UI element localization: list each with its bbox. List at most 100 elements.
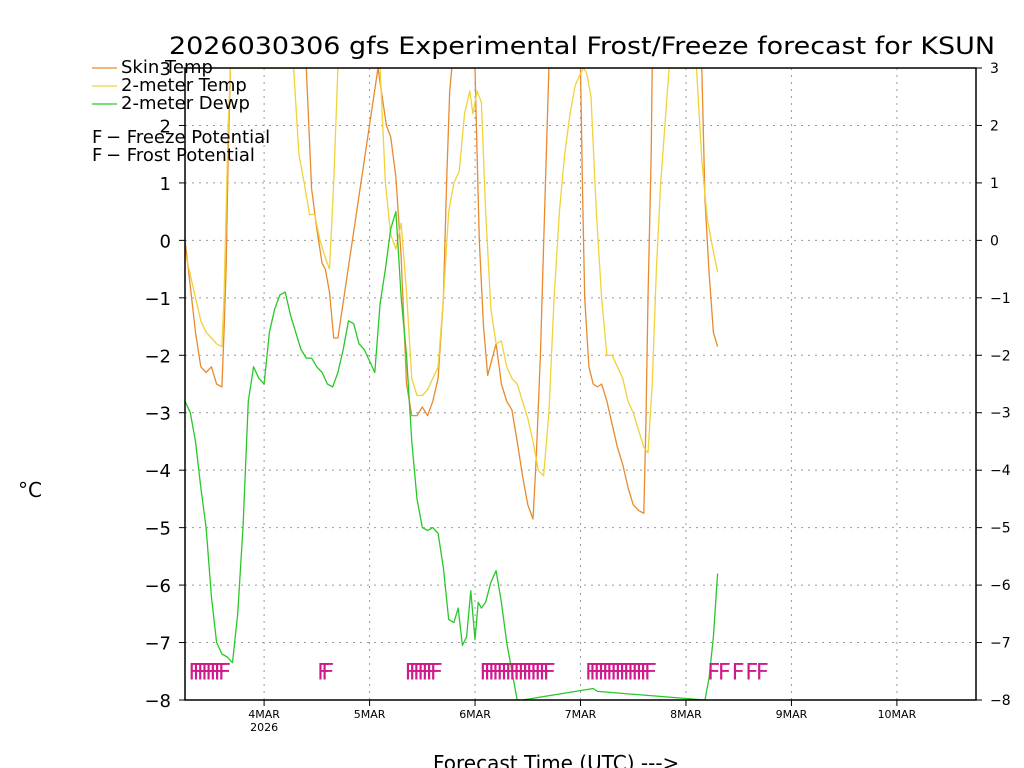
freeze-marker: F (534, 660, 547, 685)
y-tick-label-right: −1 (990, 291, 1011, 307)
y-tick-label-right: 3 (990, 61, 999, 77)
y-tick-label-left: −7 (144, 634, 171, 655)
chart-title: 2026030306 gfs Experimental Frost/Freeze… (169, 32, 995, 60)
freeze-marker: F (756, 660, 769, 685)
freeze-marker: F (538, 660, 551, 685)
freeze-marker: F (425, 660, 438, 685)
freeze-marker: F (627, 660, 640, 685)
y-tick-label-right: −8 (990, 693, 1011, 709)
freeze-marker: F (606, 660, 619, 685)
y-tick-label-left: −3 (144, 404, 171, 425)
y-tick-label-right: −4 (990, 463, 1011, 479)
x-tick-label: 7MAR (565, 708, 597, 721)
marker-legend-label: − Freeze Potential (106, 127, 270, 148)
freeze-marker: F (409, 660, 422, 685)
freeze-marker: F (745, 660, 758, 685)
freeze-marker: F (526, 660, 539, 685)
freeze-marker: F (492, 660, 505, 685)
y-tick-label-left: −8 (144, 691, 171, 712)
freeze-marker: F (593, 660, 606, 685)
freeze-marker: F (543, 660, 556, 685)
freeze-marker: F (731, 660, 744, 685)
grid-lines (185, 68, 976, 700)
freeze-marker: F (618, 660, 631, 685)
freeze-marker: F (597, 660, 610, 685)
x-tick-label: 4MAR (248, 708, 280, 721)
freeze-marker: F (192, 660, 205, 685)
y-tick-label-left: 3 (160, 59, 171, 80)
series-line-skin-temp (185, 68, 719, 520)
freeze-marker: F (718, 660, 731, 685)
y-tick-label-right: −7 (990, 636, 1011, 652)
freeze-marker: F (513, 660, 526, 685)
freeze-marker: F (585, 660, 598, 685)
freeze-marker: F (500, 660, 513, 685)
y-tick-label-left: 1 (160, 174, 171, 195)
freeze-marker: F (614, 660, 627, 685)
freeze-marker: F (505, 660, 518, 685)
y-tick-label-right: −3 (990, 406, 1011, 422)
freeze-marker: F (404, 660, 417, 685)
freeze-marker: F (644, 660, 657, 685)
y-tick-label-right: 0 (990, 233, 999, 249)
freeze-marker: F (421, 660, 434, 685)
freeze-marker: F (517, 660, 530, 685)
freeze-marker: F (201, 660, 214, 685)
x-tick-label: 9MAR (776, 708, 808, 721)
freeze-marker: F (509, 660, 522, 685)
marker-legend-symbol: F (92, 127, 102, 148)
y-tick-label-right: 2 (990, 118, 999, 134)
freeze-marker: F (417, 660, 430, 685)
x-axis-label: Forecast Time (UTC) ---> (433, 751, 679, 768)
freeze-marker: F (209, 660, 222, 685)
y-tick-label-right: −6 (990, 578, 1011, 594)
legend-label: 2-meter Temp (121, 75, 247, 96)
freeze-marker: F (413, 660, 426, 685)
freeze-marker: F (631, 660, 644, 685)
plot-series (185, 68, 719, 700)
y-tick-label-right: 1 (990, 176, 999, 192)
freeze-marker: F (488, 660, 501, 685)
freeze-marker: F (589, 660, 602, 685)
freeze-marker: F (430, 660, 443, 685)
freeze-marker: F (640, 660, 653, 685)
x-tick-label: 6MAR (459, 708, 491, 721)
marker-legend-label: − Frost Potential (106, 145, 255, 166)
freeze-marker: F (610, 660, 623, 685)
x-tick-sublabel: 2026 (250, 721, 278, 734)
series-line-2-meter-temp (185, 68, 719, 477)
freeze-marker: F (483, 660, 496, 685)
freeze-marker: F (205, 660, 218, 685)
legend-label: Skin Temp (121, 57, 213, 78)
freeze-marker: F (479, 660, 492, 685)
y-tick-label-left: −1 (144, 289, 171, 310)
y-tick-label-left: −5 (144, 519, 171, 540)
y-tick-label-right: −2 (990, 348, 1011, 364)
y-tick-label-left: 2 (160, 116, 171, 137)
freeze-marker: F (213, 660, 226, 685)
freeze-marker: F (496, 660, 509, 685)
y-tick-label-left: −4 (144, 461, 171, 482)
y-axis-label: °C (18, 478, 42, 502)
x-tick-label: 8MAR (670, 708, 702, 721)
freeze-marker: F (635, 660, 648, 685)
freeze-marker: F (602, 660, 615, 685)
freeze-marker: F (188, 660, 201, 685)
freeze-marker: F (530, 660, 543, 685)
series-line-2-meter-dewp (185, 210, 719, 700)
freeze-marker: F (707, 660, 720, 685)
freeze-marker: F (321, 660, 334, 685)
marker-legend-symbol: F (92, 145, 102, 166)
x-tick-label: 5MAR (354, 708, 386, 721)
y-tick-label-left: 0 (160, 231, 171, 252)
freeze-marker: F (218, 660, 231, 685)
y-tick-label-left: −2 (144, 346, 171, 367)
freeze-marker: F (197, 660, 210, 685)
freeze-marker: F (623, 660, 636, 685)
freeze-marker: F (521, 660, 534, 685)
axes: −8 −8 −7 −7 −6 −6 −5 −5 −4 −4 −3 −3 −2 −2 −1 −1 0 0 1 1 2 2 3 3… (144, 59, 1010, 734)
x-tick-label: 10MAR (878, 708, 917, 721)
